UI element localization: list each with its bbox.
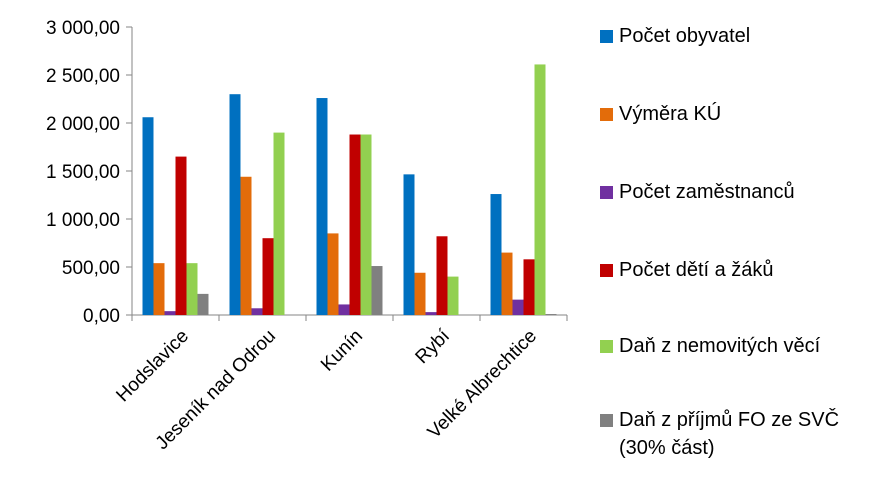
bar-4-3 <box>349 134 361 315</box>
category-label: Hodslavice <box>112 326 193 407</box>
x-axis <box>131 314 568 321</box>
legend-label: Počet zaměstnanců <box>619 181 795 203</box>
y-tick-label: 1 000,00 <box>46 210 120 231</box>
y-tick-label: 3 000,00 <box>46 18 120 39</box>
bar-3-4 <box>425 312 437 315</box>
bar-5-1 <box>186 263 198 315</box>
bar-2-3 <box>327 233 339 315</box>
bar-1-3 <box>316 98 328 315</box>
category-label: Rybí <box>412 325 455 368</box>
bar-6-5 <box>545 314 557 315</box>
bars <box>142 64 557 316</box>
legend-label: Výměra KÚ <box>619 103 722 125</box>
bar-3-5 <box>512 299 524 315</box>
legend-item: Výměra KÚ <box>600 100 879 128</box>
legend-item: Počet zaměstnanců <box>600 178 879 206</box>
bar-6-1 <box>197 293 209 315</box>
bar-2-4 <box>414 272 426 315</box>
category-label: Kunín <box>317 326 367 376</box>
y-tick-label: 1 500,00 <box>46 162 120 183</box>
y-tick-label: 2 500,00 <box>46 66 120 87</box>
bar-6-3 <box>371 266 383 315</box>
bar-4-5 <box>523 259 535 315</box>
bar-5-5 <box>534 64 546 315</box>
legend-swatch <box>600 30 613 43</box>
legend-swatch <box>600 108 613 121</box>
bar-1-4 <box>403 174 415 315</box>
bar-5-4 <box>447 276 459 315</box>
bar-4-1 <box>175 156 187 315</box>
legend-item: Daň z nemovitých věcí <box>600 332 879 360</box>
bar-4-2 <box>262 238 274 315</box>
legend-swatch <box>600 340 613 353</box>
bar-1-2 <box>229 94 241 315</box>
bar-1-5 <box>490 194 502 315</box>
bar-3-2 <box>251 308 263 315</box>
bar-3-1 <box>164 311 176 315</box>
bar-5-3 <box>360 134 372 315</box>
legend-label: Daň z nemovitých věcí <box>619 335 821 357</box>
legend-label: Počet dětí a žáků <box>619 259 774 281</box>
legend-swatch <box>600 264 613 277</box>
bar-1-1 <box>142 117 154 316</box>
bar-4-4 <box>436 236 448 315</box>
y-axis: 0,00 500,00 1 000,00 1 500,00 2 000,00 2 500,… <box>46 18 133 327</box>
bar-2-5 <box>501 252 513 315</box>
legend-label: Daň z příjmů FO ze SVČ (30% část) <box>619 409 840 459</box>
y-tick-label: 0,00 <box>83 306 120 327</box>
legend-item: Počet dětí a žáků <box>600 256 879 284</box>
legend-swatch <box>600 414 613 427</box>
legend-swatch <box>600 186 613 199</box>
y-tick-label: 2 000,00 <box>46 114 120 135</box>
bar-5-2 <box>273 132 285 315</box>
y-tick-label: 500,00 <box>62 258 120 279</box>
legend-label: Počet obyvatel <box>619 25 751 47</box>
legend-item: Počet obyvatel <box>600 22 879 50</box>
legend-item: Daň z příjmů FO ze SVČ (30% část) <box>600 406 879 462</box>
bar-2-1 <box>153 263 165 315</box>
bar-3-3 <box>338 304 350 315</box>
bar-2-2 <box>240 176 252 315</box>
